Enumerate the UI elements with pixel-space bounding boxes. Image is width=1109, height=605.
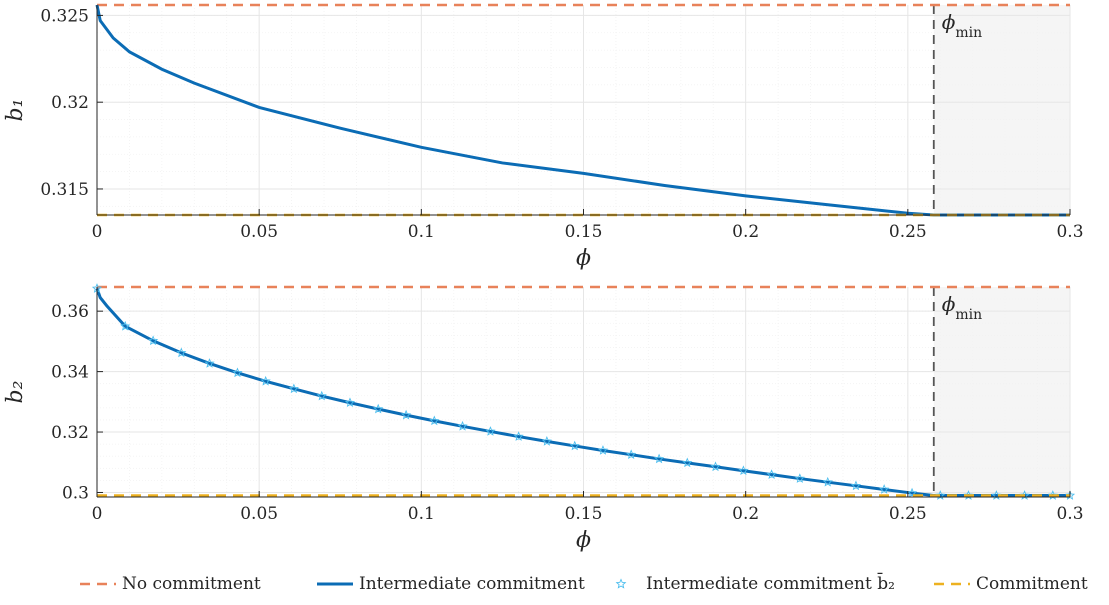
x-tick-label: 0.25 — [889, 504, 927, 524]
series-line — [95, 288, 1070, 497]
star-marker — [485, 426, 496, 436]
star-marker — [120, 320, 131, 331]
legend-label: No commitment — [122, 574, 261, 594]
star-marker — [626, 449, 637, 460]
y-tick-label: 0.325 — [40, 6, 89, 26]
legend-label: Intermediate commitment — [359, 574, 585, 594]
phi-min-label: ϕmin — [942, 10, 982, 41]
x-tick-label: 0.3 — [1056, 504, 1083, 524]
x-tick-label: 0.1 — [408, 504, 435, 524]
star-marker — [429, 415, 440, 426]
legend-label: Commitment — [976, 574, 1088, 594]
star-marker — [850, 480, 862, 491]
x-axis-label: ϕ — [576, 528, 591, 553]
panel-b1: ϕmin 0 0.05 0.1 0.15 0.2 0.25 0.3 0.315 0.32 0.325… — [3, 3, 1084, 271]
x-tick-label: 0 — [92, 504, 103, 524]
star-marker — [541, 436, 552, 446]
star-marker — [794, 473, 805, 483]
phi-min-label: ϕmin — [942, 292, 982, 323]
y-tick-label: 0.3 — [62, 483, 89, 503]
panel-b2: ϕmin 0 0.05 0.1 0.15 0.2 0.25 0.3 0.3 0.32 0.34 0.3… — [3, 283, 1084, 553]
y-axis-label: b₂ — [3, 381, 28, 404]
star-marker — [653, 453, 665, 464]
x-tick-label: 0.1 — [408, 222, 435, 242]
star-marker — [148, 335, 159, 346]
star-marker — [204, 358, 215, 368]
x-tick-label: 0.2 — [732, 222, 759, 242]
star-marker — [344, 397, 356, 408]
shaded-region — [933, 287, 1070, 497]
x-tick-label: 0.25 — [889, 222, 927, 242]
star-marker — [373, 403, 384, 414]
x-tick-label: 0.05 — [240, 504, 278, 524]
legend-star-marker — [615, 578, 627, 589]
star-marker — [822, 476, 833, 487]
y-tick-label: 0.34 — [51, 363, 89, 383]
star-marker — [316, 390, 327, 401]
x-tick-label: 0.15 — [565, 222, 603, 242]
y-tick-label: 0.32 — [51, 423, 89, 443]
star-marker — [260, 375, 271, 386]
y-tick-label: 0.32 — [51, 93, 89, 113]
star-marker — [879, 484, 890, 494]
y-tick-label: 0.36 — [51, 302, 89, 322]
star-marker — [597, 445, 609, 455]
star-marker — [738, 465, 749, 476]
star-marker — [513, 431, 524, 441]
y-axis-label: b₁ — [3, 99, 28, 122]
star-marker — [569, 440, 580, 451]
star-marker — [232, 367, 243, 378]
star-marker — [766, 469, 777, 479]
x-tick-label: 0.05 — [240, 222, 278, 242]
x-tick-label: 0.2 — [732, 504, 759, 524]
star-marker — [906, 487, 918, 498]
star-marker — [682, 457, 693, 468]
series-line — [95, 4, 1070, 217]
x-tick-label: 0.3 — [1056, 222, 1083, 242]
legend: No commitment Intermediate commitment Inte… — [80, 571, 1088, 594]
x-axis-label: ϕ — [576, 246, 591, 271]
star-marker — [176, 347, 187, 358]
shaded-region — [933, 5, 1070, 215]
x-tick-label: 0.15 — [565, 504, 603, 524]
star-marker — [457, 420, 468, 431]
star-marker — [400, 409, 412, 420]
y-tick-label: 0.315 — [40, 180, 89, 200]
x-tick-label: 0 — [92, 222, 103, 242]
star-marker — [710, 461, 721, 472]
legend-label: Intermediate commitment b̄₂ — [646, 571, 895, 594]
star-marker — [288, 383, 299, 394]
